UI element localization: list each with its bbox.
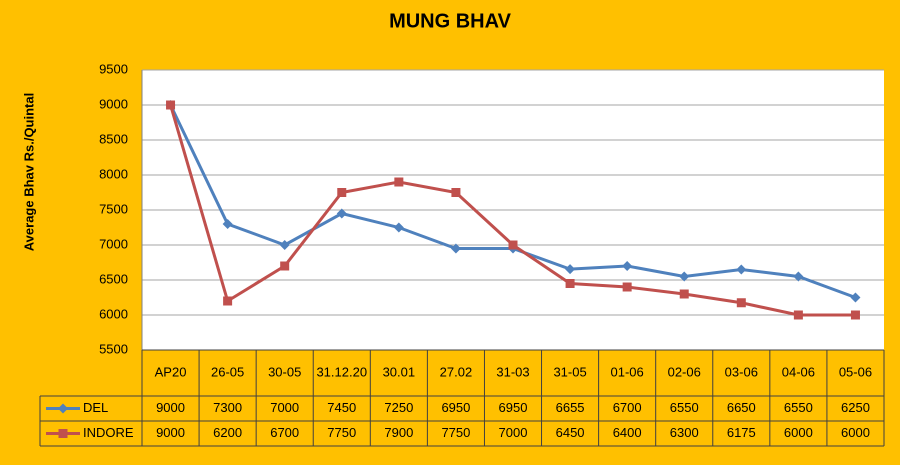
table-value: 7300 (213, 400, 242, 415)
x-tick-label: 31-05 (553, 364, 586, 379)
table-value: 7250 (384, 400, 413, 415)
y-tick-label: 6000 (99, 306, 128, 321)
chart-title: MUNG BHAV (389, 10, 512, 32)
x-tick-label: AP20 (155, 364, 187, 379)
data-point (280, 261, 290, 271)
data-point (736, 264, 747, 275)
table-value: 7450 (327, 400, 356, 415)
data-point (508, 240, 518, 250)
data-point (622, 261, 633, 271)
x-tick-label: 27.02 (440, 364, 473, 379)
table-value: 6550 (670, 400, 699, 415)
table-value: 7000 (270, 400, 299, 415)
legend-label: DEL (83, 400, 108, 415)
x-tick-label: 02-06 (668, 364, 701, 379)
table-value: 6700 (613, 400, 642, 415)
table-value: 6655 (556, 400, 585, 415)
data-point (166, 100, 176, 110)
table-value: 7900 (384, 425, 413, 440)
data-point (336, 208, 347, 219)
data-point (223, 296, 233, 306)
table-value: 6650 (727, 400, 756, 415)
data-point (679, 289, 689, 299)
data-point (679, 271, 690, 282)
data-point (565, 264, 576, 275)
data-point (279, 240, 290, 250)
table-value: 7750 (327, 425, 356, 440)
table-value: 7000 (499, 425, 528, 440)
data-point (394, 177, 404, 187)
table-value: 6200 (213, 425, 242, 440)
y-tick-label: 7500 (99, 201, 128, 216)
x-tick-label: 31.12.20 (316, 364, 367, 379)
data-point (337, 188, 347, 197)
data-point (850, 292, 861, 303)
x-tick-label: 30.01 (383, 364, 416, 379)
table-value: 6000 (784, 425, 813, 440)
table-value: 9000 (156, 425, 185, 440)
x-tick-label: 03-06 (725, 364, 758, 379)
y-tick-label: 5500 (99, 341, 128, 356)
data-point (622, 282, 632, 292)
data-point (793, 271, 804, 282)
y-tick-label: 9500 (99, 61, 128, 76)
x-tick-label: 31-03 (496, 364, 529, 379)
table-value: 7750 (441, 425, 470, 440)
x-tick-label: 05-06 (839, 364, 872, 379)
table-value: 6550 (784, 400, 813, 415)
legend-label: INDORE (83, 425, 134, 440)
data-point (736, 298, 746, 308)
x-tick-label: 30-05 (268, 364, 301, 379)
data-point (850, 310, 860, 320)
table-value: 6175 (727, 425, 756, 440)
table-value: 6950 (499, 400, 528, 415)
table-value: 6700 (270, 425, 299, 440)
data-point (793, 310, 803, 320)
table-value: 6000 (841, 425, 870, 440)
data-point (450, 243, 461, 254)
data-point (451, 188, 461, 197)
y-axis-label: Average Bhav Rs./Quintal (21, 93, 36, 251)
y-tick-label: 9000 (99, 96, 128, 111)
table-value: 6450 (556, 425, 585, 440)
table-value: 9000 (156, 400, 185, 415)
table-value: 6300 (670, 425, 699, 440)
table-value: 6250 (841, 400, 870, 415)
table-value: 6400 (613, 425, 642, 440)
y-tick-label: 7000 (99, 236, 128, 251)
y-tick-label: 8500 (99, 131, 128, 146)
table-value: 6950 (441, 400, 470, 415)
x-tick-label: 26-05 (211, 364, 244, 379)
data-point (565, 279, 575, 288)
data-point (222, 219, 233, 229)
y-tick-label: 8000 (99, 166, 128, 181)
legend-marker (58, 429, 68, 438)
x-tick-label: 01-06 (611, 364, 644, 379)
data-point (393, 222, 404, 233)
x-tick-label: 04-06 (782, 364, 815, 379)
legend-marker (58, 403, 68, 414)
y-tick-label: 6500 (99, 271, 128, 286)
